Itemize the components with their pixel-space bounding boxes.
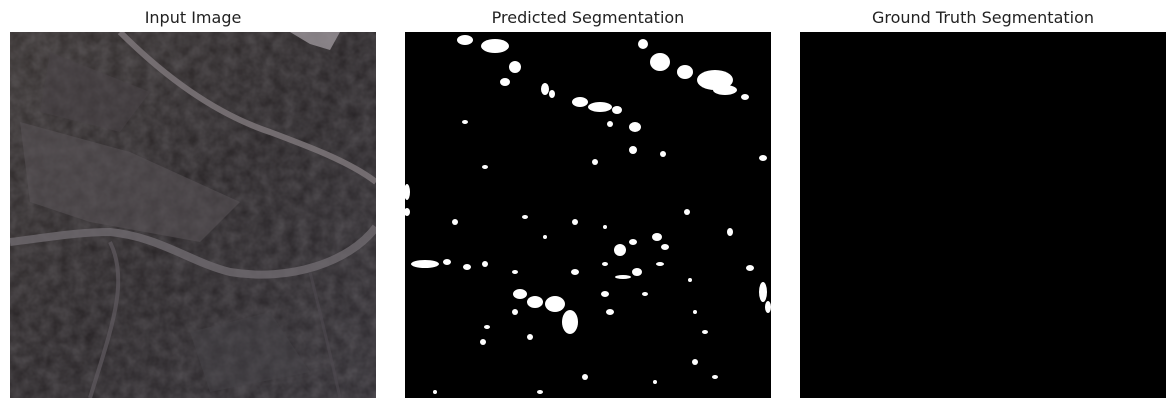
- input-image-panel: Input Image: [10, 0, 376, 407]
- input-image: [10, 32, 376, 398]
- predicted-mask-graphic: [405, 32, 771, 398]
- predicted-segmentation-panel: Predicted Segmentation: [405, 0, 771, 407]
- satellite-image-graphic: [10, 32, 376, 398]
- ground-truth-mask: [800, 32, 1166, 398]
- predicted-segmentation-mask: [405, 32, 771, 398]
- ground-truth-mask-graphic: [800, 32, 1166, 398]
- input-image-title: Input Image: [144, 8, 242, 27]
- ground-truth-panel: Ground Truth Segmentation: [800, 0, 1166, 407]
- predicted-segmentation-title: Predicted Segmentation: [491, 8, 685, 27]
- ground-truth-title: Ground Truth Segmentation: [871, 8, 1095, 27]
